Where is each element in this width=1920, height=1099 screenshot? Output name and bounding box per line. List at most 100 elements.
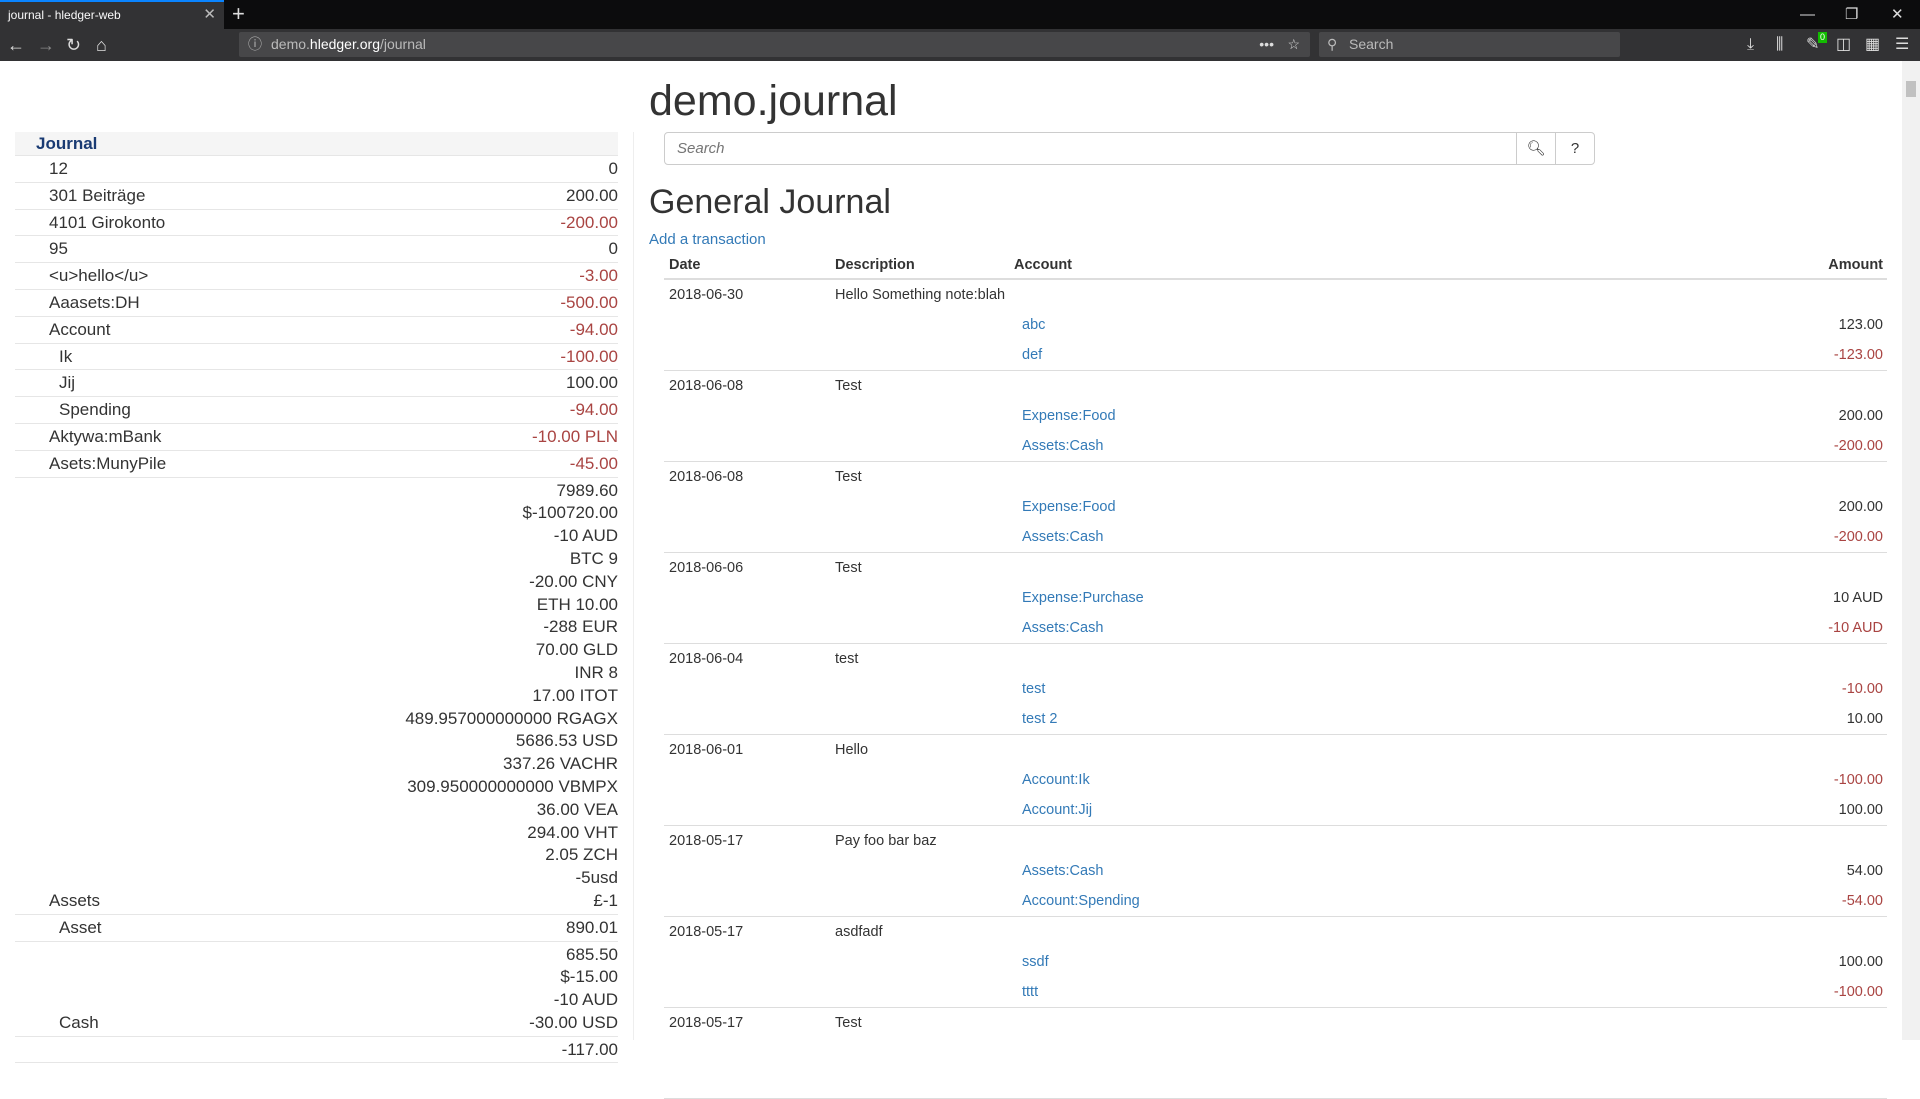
posting-amount: -10.00	[1841, 681, 1883, 697]
account-name[interactable]: Aaasets:DH	[49, 292, 140, 312]
account-name[interactable]: <u>hello</u>	[49, 266, 149, 286]
posting-account-link[interactable]: Account:Spending	[1022, 893, 1140, 909]
sidebar-account-row[interactable]: Aktywa:mBank -10.00 PLN	[15, 424, 618, 451]
posting-account-link[interactable]: def	[1022, 347, 1043, 363]
sidebar-account-row[interactable]: Asets:MunyPile -45.00	[15, 451, 618, 478]
tab-journal[interactable]: journal - hledger-web ✕	[0, 0, 224, 29]
account-balance: 7989.60 $-100720.00 -10 AUD BTC 9 -20.00 CNY…	[405, 480, 618, 913]
posting-amount: 200.00	[1838, 408, 1883, 424]
posting-account-link[interactable]: Expense:Food	[1022, 408, 1116, 424]
sidebar-account-row[interactable]: Jij 100.00	[15, 370, 618, 398]
url-domain: hledger.org	[309, 36, 380, 52]
help-button[interactable]: ?	[1555, 133, 1594, 164]
forward-icon[interactable]: →	[37, 35, 55, 55]
url-path: /journal	[379, 36, 426, 52]
account-name[interactable]: Spending	[59, 400, 131, 420]
sidebar-account-row[interactable]: 301 Beiträge 200.00	[15, 183, 618, 210]
menu-icon[interactable]: ☰	[1895, 36, 1910, 53]
sidebar-account-row[interactable]: Aaasets:DH -500.00	[15, 290, 618, 317]
search-button[interactable]: 🔍︎	[1516, 133, 1555, 164]
scrollbar-thumb[interactable]	[1906, 81, 1916, 97]
info-icon[interactable]: ⓘ	[248, 36, 262, 52]
transaction-description: Hello	[835, 742, 869, 758]
sidebar-account-row[interactable]: -117.00	[15, 1037, 618, 1064]
account-balance: -94.00	[570, 319, 618, 342]
more-icon[interactable]: •••	[1259, 36, 1274, 52]
scrollbar[interactable]	[1902, 61, 1920, 1040]
balance-amount: -94.00	[569, 400, 618, 420]
posting-account-link[interactable]: Account:Ik	[1022, 772, 1090, 788]
reload-icon[interactable]: ↻	[66, 35, 82, 55]
transaction-row: 2018-05-17 Test	[664, 1008, 1887, 1099]
sidebar-account-row[interactable]: Assets 7989.60 $-100720.00 -10 AUD BTC 9 -20.…	[15, 478, 618, 915]
sidebar-account-row[interactable]: 95 0	[15, 236, 618, 264]
new-tab-icon[interactable]: +	[232, 1, 245, 26]
posting-account-link[interactable]: Assets:Cash	[1022, 620, 1104, 636]
add-transaction-link[interactable]: Add a transaction	[649, 231, 766, 248]
sidebar-account-row[interactable]: Spending -94.00	[15, 397, 618, 424]
posting-account-link[interactable]: Assets:Cash	[1022, 438, 1104, 454]
posting-amount: 54.00	[1846, 863, 1883, 879]
account-name[interactable]: Jij	[59, 373, 76, 393]
posting-account-link[interactable]: Expense:Food	[1022, 499, 1116, 515]
account-name[interactable]: 12	[49, 159, 68, 178]
restore-icon[interactable]: ❐	[1845, 6, 1859, 23]
sidebar-account-row[interactable]: Cash 685.50 $-15.00 -10 AUD -30.00 USD	[15, 942, 618, 1037]
account-balance: -200.00	[560, 212, 618, 235]
window-close-icon[interactable]: ✕	[1891, 6, 1904, 23]
posting-account-link[interactable]: Expense:Purchase	[1022, 590, 1144, 606]
transaction-row: 2018-06-04 test test -10.00 test 2 10.00	[664, 644, 1887, 735]
sidebar-journal-link[interactable]: Journal	[15, 132, 618, 156]
account-name[interactable]: Asets:MunyPile	[49, 453, 167, 473]
posting-amount: -200.00	[1833, 529, 1883, 545]
minimize-icon[interactable]: —	[1800, 6, 1815, 23]
balance-amount: 36.00 VEA	[536, 799, 618, 819]
sidebar-account-row[interactable]: Ik -100.00	[15, 344, 618, 371]
sidebar-account-row[interactable]: 12 0	[15, 156, 618, 183]
balance-amount: -10 AUD	[553, 990, 618, 1010]
sidebar-account-row[interactable]: <u>hello</u> -3.00	[15, 263, 618, 290]
posting-account-link[interactable]: Assets:Cash	[1022, 529, 1104, 545]
tab-bar: journal - hledger-web ✕ + — ❐ ✕	[0, 0, 1920, 29]
extensions-icon[interactable]: ▦	[1865, 36, 1881, 53]
account-name[interactable]: Account	[49, 319, 111, 339]
account-name[interactable]: Cash	[59, 1012, 99, 1032]
balance-amount: 17.00 ITOT	[532, 685, 618, 705]
posting-account-link[interactable]: ssdf	[1022, 954, 1049, 970]
url-bar[interactable]: ⓘ demo.hledger.org/journal ••• ☆	[239, 32, 1310, 57]
search-input[interactable]	[665, 133, 1516, 164]
account-name[interactable]: 301 Beiträge	[49, 185, 146, 205]
balance-amount: 2.05 ZCH	[545, 845, 618, 865]
account-name[interactable]: Assets	[49, 890, 101, 910]
sidebar-account-row[interactable]: Asset 890.01	[15, 915, 618, 942]
transaction-description: Test	[835, 1015, 862, 1031]
posting-account-link[interactable]: Account:Jij	[1022, 802, 1093, 818]
sidebar-account-row[interactable]: Account -94.00	[15, 317, 618, 344]
back-icon[interactable]: ←	[7, 35, 25, 55]
account-name[interactable]: Ik	[59, 346, 73, 366]
home-icon[interactable]: ⌂	[96, 35, 107, 55]
account-name[interactable]: Asset	[59, 917, 102, 937]
download-icon[interactable]: ⤓	[1747, 36, 1755, 53]
account-name[interactable]: 95	[49, 239, 68, 259]
page-title: demo.journal	[649, 77, 898, 125]
posting-account-link[interactable]: abc	[1022, 317, 1046, 333]
posting-amount: 200.00	[1838, 499, 1883, 515]
posting-account-link[interactable]: Assets:Cash	[1022, 863, 1104, 879]
account-name[interactable]: Aktywa:mBank	[49, 426, 162, 446]
balance-amount: -10 AUD	[553, 526, 618, 546]
addon-icon[interactable]: ✎	[1806, 36, 1820, 53]
close-tab-icon[interactable]: ✕	[203, 6, 216, 23]
posting-account-link[interactable]: test	[1022, 681, 1046, 697]
sidebar-account-row[interactable]: 4101 Girokonto -200.00	[15, 210, 618, 237]
browser-search-input[interactable]: ⚲ Search	[1319, 32, 1620, 57]
library-icon[interactable]: ⫼	[1776, 36, 1784, 53]
account-name[interactable]: 4101 Girokonto	[49, 212, 166, 232]
sidebar-icon[interactable]: ◫	[1836, 36, 1852, 53]
balance-amount: 0	[608, 159, 618, 178]
bookmark-star-icon[interactable]: ☆	[1287, 36, 1300, 52]
posting-account-link[interactable]: test 2	[1022, 711, 1058, 727]
account-balance: -94.00	[570, 399, 618, 422]
posting-account-link[interactable]: tttt	[1022, 984, 1039, 1000]
transaction-description: test	[835, 651, 859, 667]
